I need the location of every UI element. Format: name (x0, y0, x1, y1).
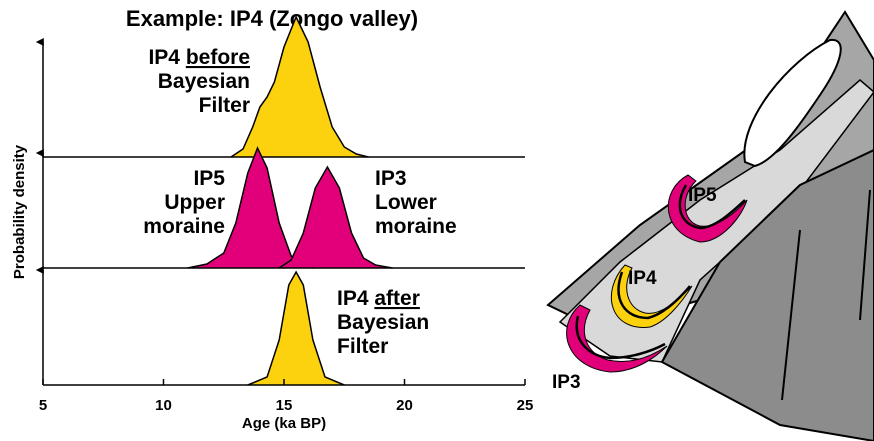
density-area (248, 272, 344, 385)
label-segment: moraine (375, 215, 457, 238)
label-segment: Filter (337, 335, 388, 358)
label-segment: after (374, 287, 420, 310)
x-tick-label: 10 (155, 397, 172, 414)
figure: Example: IP4 (Zongo valley) Probability … (0, 0, 874, 441)
label-segment: Upper (164, 191, 225, 214)
panel-label: Filter (199, 94, 250, 117)
panel-label: IP4 before (148, 46, 250, 69)
density-area (231, 17, 368, 157)
label-segment: Lower (375, 191, 437, 214)
y-axis-label: Probability density (11, 144, 28, 279)
label-segment: Bayesian (158, 70, 250, 93)
plot: IP4 beforeBayesianFilterIP5UppermoraineI… (39, 17, 534, 414)
x-axis-label: Age (ka BP) (242, 415, 326, 432)
panel-label: IP3 (375, 167, 407, 190)
panel-label: IP5 (193, 167, 225, 190)
panel-label: moraine (375, 215, 457, 238)
mountain-diagram: IP5 IP4 IP3 (548, 12, 874, 441)
x-tick-label: 20 (396, 397, 413, 414)
page: {"chart_data": { "type": "area", "title"… (0, 0, 874, 441)
label-segment: IP3 (375, 167, 407, 190)
label-segment: moraine (143, 215, 225, 238)
label-segment: IP4 (148, 46, 185, 69)
panel-label: Filter (337, 335, 388, 358)
label-segment: Bayesian (337, 311, 429, 334)
diagram-label: IP3 (552, 372, 581, 393)
panel-label: Lower (375, 191, 437, 214)
panel-label: Bayesian (337, 311, 429, 334)
label-segment: IP5 (193, 167, 225, 190)
panel-label: IP4 after (337, 287, 420, 310)
x-tick-label: 5 (39, 397, 47, 414)
label-segment: IP4 (337, 287, 374, 310)
panel-label: Upper (164, 191, 225, 214)
panel-label: moraine (143, 215, 225, 238)
panel-label: Bayesian (158, 70, 250, 93)
label-segment: Filter (199, 94, 250, 117)
diagram-label: IP5 (688, 185, 717, 206)
chart-title: Example: IP4 (Zongo valley) (126, 6, 418, 31)
x-tick-label: 15 (276, 397, 293, 414)
diagram-label: IP4 (628, 268, 657, 289)
x-tick-label: 25 (517, 397, 534, 414)
label-segment: before (186, 46, 250, 69)
